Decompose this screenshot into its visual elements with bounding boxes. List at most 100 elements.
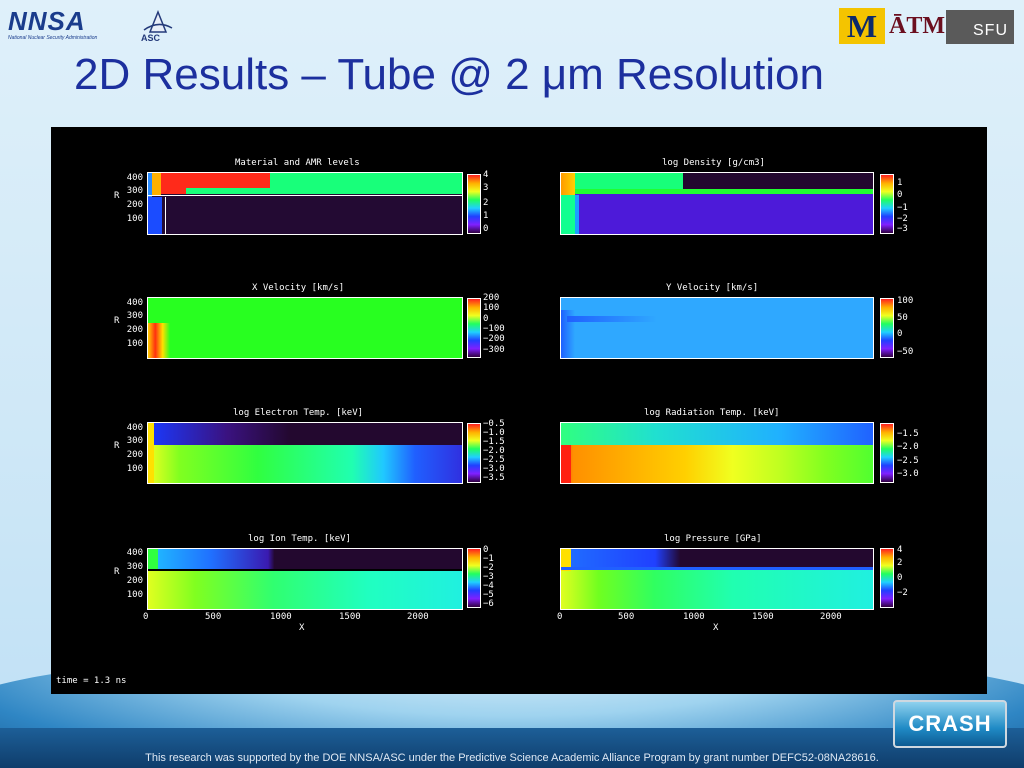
colorbar-tick: 0 bbox=[897, 573, 903, 583]
colorbar-tick: −2 bbox=[897, 588, 908, 598]
y-tick: 100 bbox=[126, 214, 143, 224]
field-region bbox=[561, 173, 575, 195]
results-panel: Material and AMR levels 400 300 200 100 … bbox=[51, 127, 987, 694]
colorbar-tick: 100 bbox=[483, 303, 500, 313]
colorbar-tick: 200 bbox=[483, 293, 500, 303]
colorbar-tick: 100 bbox=[897, 296, 914, 306]
colorbar-tick: −50 bbox=[897, 347, 914, 357]
colorbar bbox=[880, 298, 894, 358]
colorbar-tick: 2 bbox=[897, 558, 903, 568]
plot-field bbox=[560, 548, 874, 610]
umich-logo: M bbox=[839, 8, 885, 44]
x-tick: 0 bbox=[557, 612, 563, 622]
colorbar-tick: −2.5 bbox=[483, 455, 505, 465]
field-region bbox=[575, 173, 683, 189]
x-tick: 1500 bbox=[752, 612, 774, 622]
colorbar-tick: 1 bbox=[897, 178, 903, 188]
field-region bbox=[148, 197, 162, 234]
x-tick: 2000 bbox=[820, 612, 842, 622]
y-tick: 200 bbox=[126, 576, 143, 586]
colorbar-tick: −3 bbox=[897, 224, 908, 234]
colorbar bbox=[467, 548, 481, 608]
field-region bbox=[152, 173, 161, 195]
asc-logo-icon bbox=[143, 10, 173, 33]
colorbar-tick: −3.0 bbox=[897, 469, 919, 479]
colorbar-tick: −200 bbox=[483, 334, 505, 344]
colorbar-tick: 0 bbox=[483, 545, 489, 555]
field-region bbox=[561, 549, 873, 569]
colorbar-tick: −6 bbox=[483, 599, 494, 609]
x-tick: 1500 bbox=[339, 612, 361, 622]
y-tick: 100 bbox=[126, 590, 143, 600]
field-region bbox=[148, 549, 462, 569]
tamu-logo: ĀTM bbox=[889, 12, 945, 39]
field-region bbox=[561, 445, 571, 483]
y-axis-label: R bbox=[114, 316, 120, 326]
colorbar-tick: −1.5 bbox=[897, 429, 919, 439]
sfu-logo: SFU bbox=[946, 10, 1014, 44]
plot-field bbox=[560, 297, 874, 359]
field-region bbox=[186, 188, 462, 194]
x-tick: 1000 bbox=[683, 612, 705, 622]
y-axis-label: R bbox=[114, 441, 120, 451]
colorbar-tick: −3 bbox=[483, 572, 494, 582]
nnsa-logo-text: NNSA bbox=[8, 6, 86, 36]
field-region bbox=[683, 173, 873, 189]
colorbar-tick: −1 bbox=[897, 203, 908, 213]
field-region bbox=[561, 310, 575, 358]
background-wave-dark bbox=[0, 728, 1024, 768]
colorbar-tick: 50 bbox=[897, 313, 908, 323]
field-region bbox=[148, 569, 462, 571]
colorbar-tick: −2.0 bbox=[897, 442, 919, 452]
colorbar-tick: −1.5 bbox=[483, 437, 505, 447]
y-tick: 100 bbox=[126, 464, 143, 474]
x-tick: 500 bbox=[618, 612, 635, 622]
field-region bbox=[148, 423, 154, 483]
slide-title: 2D Results – Tube @ 2 μm Resolution bbox=[74, 50, 824, 99]
plot-field bbox=[147, 422, 463, 484]
field-region bbox=[148, 423, 462, 445]
colorbar-tick: −100 bbox=[483, 324, 505, 334]
plot-title: log Pressure [GPa] bbox=[664, 534, 762, 544]
colorbar bbox=[880, 548, 894, 608]
colorbar-tick: −2 bbox=[483, 563, 494, 573]
y-tick: 100 bbox=[126, 339, 143, 349]
x-tick: 0 bbox=[143, 612, 149, 622]
colorbar-tick: 0 bbox=[897, 190, 903, 200]
colorbar bbox=[467, 174, 481, 234]
colorbar-tick: −300 bbox=[483, 345, 505, 355]
x-tick: 1000 bbox=[270, 612, 292, 622]
nnsa-logo-subtitle: National Nuclear Security Administration bbox=[8, 35, 98, 41]
y-tick: 300 bbox=[126, 311, 143, 321]
colorbar-tick: −2.0 bbox=[483, 446, 505, 456]
field-region bbox=[148, 323, 170, 358]
plot-field bbox=[560, 172, 874, 235]
x-axis-label: X bbox=[299, 623, 305, 633]
colorbar-tick: −4 bbox=[483, 581, 494, 591]
colorbar-tick: 0 bbox=[483, 224, 489, 234]
colorbar bbox=[880, 174, 894, 234]
colorbar-tick: 0 bbox=[897, 329, 903, 339]
asc-logo-text: ASC bbox=[141, 33, 161, 43]
plot-title: log Ion Temp. [keV] bbox=[248, 534, 351, 544]
field-region bbox=[165, 197, 166, 234]
plot-field bbox=[560, 422, 874, 484]
colorbar-tick: −1 bbox=[483, 554, 494, 564]
y-tick: 400 bbox=[126, 298, 143, 308]
plot-title: X Velocity [km/s] bbox=[252, 283, 345, 293]
field-region bbox=[161, 173, 270, 188]
field-region bbox=[561, 423, 873, 445]
field-region bbox=[575, 189, 873, 194]
plot-field bbox=[147, 548, 463, 610]
colorbar-tick: −5 bbox=[483, 590, 494, 600]
plot-field bbox=[147, 297, 463, 359]
plot-title: log Density [g/cm3] bbox=[662, 158, 765, 168]
field-region bbox=[561, 195, 575, 234]
x-tick: 500 bbox=[205, 612, 222, 622]
colorbar-tick: −0.5 bbox=[483, 419, 505, 429]
y-tick: 400 bbox=[126, 173, 143, 183]
y-tick: 300 bbox=[126, 186, 143, 196]
time-label: time = 1.3 ns bbox=[56, 676, 127, 686]
colorbar-tick: 1 bbox=[483, 211, 489, 221]
field-region bbox=[161, 188, 191, 194]
